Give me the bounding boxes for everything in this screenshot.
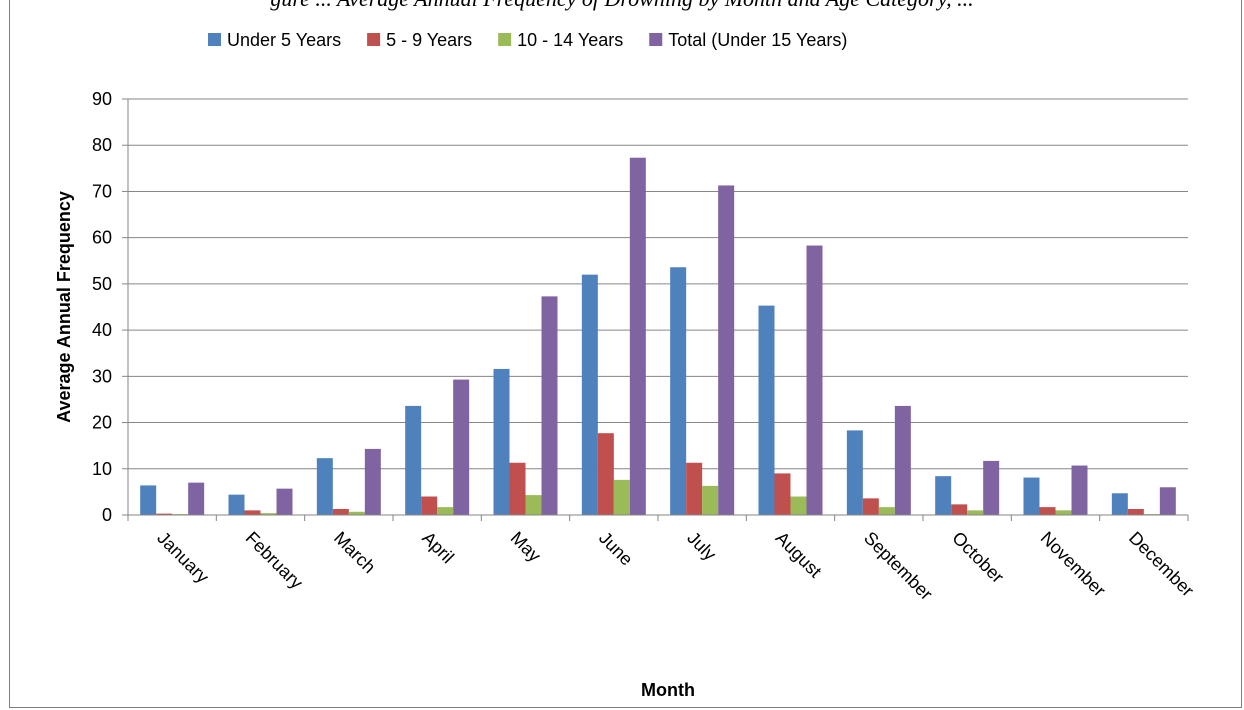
axes bbox=[127, 99, 1189, 521]
bar-5-9-years-december bbox=[1127, 508, 1144, 515]
y-tick-label: 10 bbox=[92, 459, 112, 479]
bar-total-under-15-years--april bbox=[453, 379, 470, 515]
y-tick-label: 90 bbox=[92, 89, 112, 109]
legend-swatch bbox=[649, 33, 663, 46]
bar-10-14-years-october bbox=[967, 510, 984, 515]
bar-10-14-years-september bbox=[878, 507, 895, 515]
bar-10-14-years-august bbox=[790, 496, 807, 515]
bar-under-5-years-april bbox=[405, 405, 422, 515]
bar-under-5-years-december bbox=[1111, 493, 1128, 515]
bar-10-14-years-june bbox=[613, 479, 630, 515]
x-tick-labels: January February March April May June July Augu… bbox=[153, 528, 1198, 604]
chart-frame bbox=[9, 0, 1242, 708]
x-tick-label: June bbox=[595, 528, 637, 570]
x-axis-title: Month bbox=[641, 680, 695, 700]
legend-item: Total (Under 15 Years) bbox=[649, 30, 847, 50]
x-tick-label: January bbox=[153, 528, 212, 587]
x-tick-label: December bbox=[1125, 528, 1198, 601]
x-tick-label: May bbox=[507, 528, 545, 566]
bar-10-14-years-april bbox=[437, 507, 454, 515]
x-tick-label: April bbox=[418, 528, 458, 568]
bar-total-under-15-years--march bbox=[364, 448, 381, 515]
y-tick-label: 50 bbox=[92, 274, 112, 294]
legend-item: 10 - 14 Years bbox=[498, 30, 623, 50]
x-tick-label: July bbox=[683, 528, 720, 565]
bar-total-under-15-years--july bbox=[718, 185, 735, 516]
bar-5-9-years-august bbox=[774, 473, 791, 515]
bar-under-5-years-february bbox=[228, 494, 245, 515]
x-tick-label: August bbox=[772, 528, 826, 582]
bar-10-14-years-may bbox=[525, 495, 542, 515]
bar-under-5-years-may bbox=[493, 368, 510, 515]
y-tick-labels: 0 10 20 30 40 50 60 70 80 90 bbox=[92, 89, 112, 525]
legend-label: Under 5 Years bbox=[227, 30, 341, 50]
bar-under-5-years-august bbox=[758, 305, 775, 515]
bar-5-9-years-april bbox=[421, 496, 438, 515]
bar-under-5-years-november bbox=[1023, 477, 1040, 515]
bar-total-under-15-years--may bbox=[541, 296, 558, 515]
legend-item: 5 - 9 Years bbox=[367, 30, 472, 50]
y-tick-label: 20 bbox=[92, 413, 112, 433]
bar-10-14-years-february bbox=[260, 513, 277, 515]
x-tick-label: March bbox=[330, 528, 380, 578]
bar-total-under-15-years--august bbox=[806, 245, 823, 515]
bar-total-under-15-years--november bbox=[1071, 465, 1088, 515]
x-tick-label: October bbox=[948, 528, 1007, 587]
y-tick-label: 40 bbox=[92, 320, 112, 340]
bar-under-5-years-january bbox=[140, 485, 157, 515]
legend-label: Total (Under 15 Years) bbox=[668, 30, 847, 50]
y-axis-title: Average Annual Frequency bbox=[54, 191, 74, 423]
x-tick-label: September bbox=[860, 528, 936, 604]
bar-10-14-years-november bbox=[1055, 510, 1072, 515]
bar-5-9-years-october bbox=[951, 504, 968, 515]
bar-5-9-years-november bbox=[1039, 507, 1056, 515]
bars bbox=[140, 157, 1176, 516]
bar-5-9-years-february bbox=[244, 510, 261, 515]
bar-total-under-15-years--january bbox=[188, 482, 205, 515]
bar-total-under-15-years--february bbox=[276, 488, 293, 515]
legend-swatch bbox=[208, 33, 221, 46]
bar-total-under-15-years--december bbox=[1159, 487, 1176, 515]
bar-under-5-years-march bbox=[316, 458, 333, 515]
bar-total-under-15-years--june bbox=[629, 157, 646, 516]
x-tick-label: February bbox=[242, 528, 307, 593]
bar-5-9-years-march bbox=[332, 508, 349, 515]
y-tick-label: 0 bbox=[102, 505, 112, 525]
y-tick-label: 70 bbox=[92, 181, 112, 201]
bar-total-under-15-years--october bbox=[983, 460, 1000, 515]
bar-5-9-years-july bbox=[686, 462, 703, 515]
bar-under-5-years-october bbox=[935, 476, 952, 515]
chart-title-fragment: gure ... Average Annual Frequency of Dro… bbox=[270, 0, 973, 11]
gridlines bbox=[122, 98, 1188, 516]
legend: Under 5 Years 5 - 9 Years 10 - 14 Years Tot… bbox=[208, 30, 847, 50]
bar-5-9-years-june bbox=[597, 433, 614, 515]
bar-10-14-years-july bbox=[702, 485, 719, 515]
legend-label: 5 - 9 Years bbox=[386, 30, 472, 50]
y-tick-label: 30 bbox=[92, 366, 112, 386]
bar-5-9-years-september bbox=[862, 498, 879, 515]
bar-total-under-15-years--september bbox=[894, 405, 911, 515]
legend-swatch bbox=[498, 33, 512, 46]
bar-under-5-years-june bbox=[581, 274, 598, 515]
bar-under-5-years-september bbox=[846, 430, 863, 515]
y-tick-label: 80 bbox=[92, 135, 112, 155]
legend-swatch bbox=[367, 33, 381, 46]
bar-5-9-years-may bbox=[509, 462, 526, 515]
legend-item: Under 5 Years bbox=[208, 30, 341, 50]
legend-label: 10 - 14 Years bbox=[517, 30, 623, 50]
bar-under-5-years-july bbox=[670, 267, 687, 515]
bar-10-14-years-march bbox=[348, 511, 365, 515]
y-tick-label: 60 bbox=[92, 228, 112, 248]
bar-5-9-years-january bbox=[156, 513, 173, 515]
x-tick-label: November bbox=[1037, 528, 1110, 601]
